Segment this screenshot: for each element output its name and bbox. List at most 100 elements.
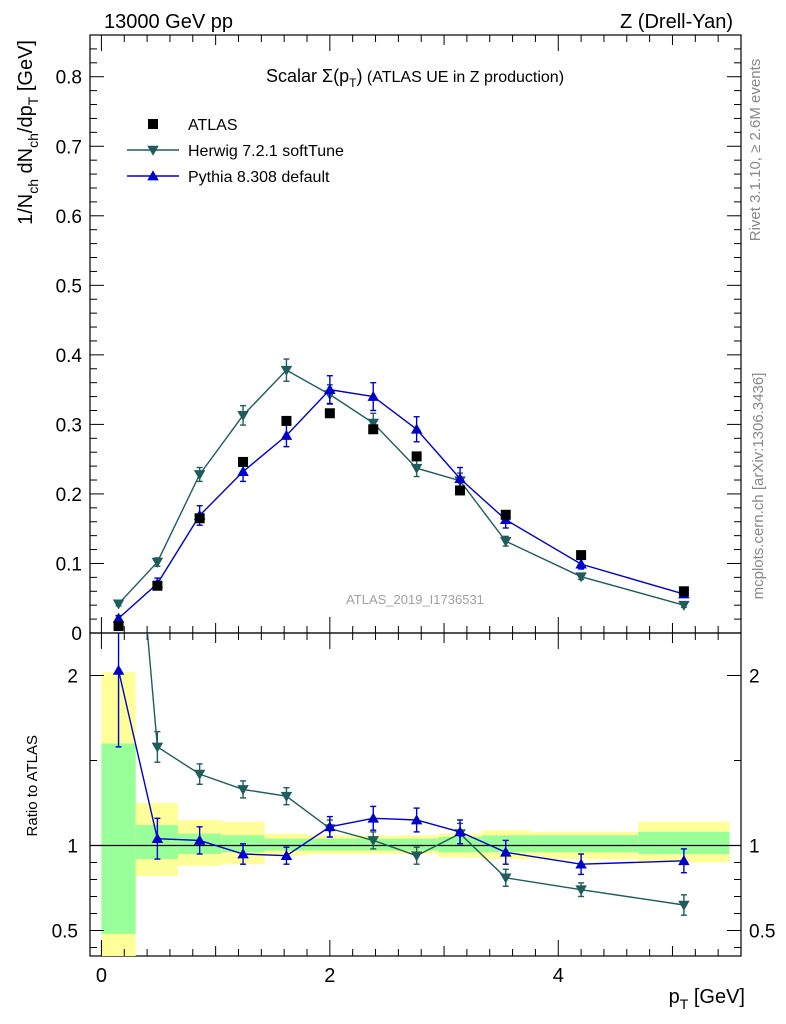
series-point-ratio bbox=[151, 832, 164, 844]
y-tick-label-main: 0.2 bbox=[56, 485, 82, 506]
plot-title: Scalar Σ(pT) (ATLAS UE in Z production) bbox=[266, 66, 564, 90]
ratio-band-inner bbox=[307, 838, 353, 851]
series-point-ratio bbox=[454, 826, 466, 837]
data-point-main bbox=[152, 580, 163, 591]
series-point-ratio bbox=[237, 848, 249, 859]
series-point-ratio bbox=[499, 873, 512, 884]
ratio-band-inner bbox=[438, 837, 482, 853]
series-point-main bbox=[280, 429, 293, 440]
ratio-series-clipped bbox=[112, 633, 690, 916]
series-point-main bbox=[112, 612, 125, 623]
data-point-main bbox=[238, 456, 249, 467]
series-point-main bbox=[410, 463, 423, 474]
series-point-ratio bbox=[575, 858, 587, 869]
data-point-main bbox=[368, 424, 379, 435]
series-point-ratio bbox=[237, 785, 249, 796]
series-line-main bbox=[118, 388, 685, 619]
main-series bbox=[112, 358, 690, 632]
data-point-main bbox=[281, 415, 292, 426]
series-point-ratio bbox=[193, 769, 206, 780]
series-point-main bbox=[499, 536, 512, 547]
header-left: 13000 GeV pp bbox=[104, 11, 233, 33]
series-line-ratio bbox=[117, 670, 684, 865]
y-tick-label-ratio: 2 bbox=[67, 667, 78, 688]
series-point-ratio bbox=[678, 855, 690, 866]
legend-label: Herwig 7.2.1 softTune bbox=[188, 143, 344, 160]
ratio-band-inner bbox=[101, 743, 136, 934]
ratio-band-inner bbox=[638, 831, 730, 854]
ratio-series bbox=[112, 633, 690, 916]
series-point-ratio bbox=[112, 664, 125, 675]
data-point-main bbox=[194, 513, 205, 524]
series-point-main bbox=[575, 572, 587, 583]
data-point-main bbox=[113, 621, 124, 632]
y-tick-label-ratio-right: 2 bbox=[749, 667, 760, 688]
mcplots-label: mcplots.cern.ch [arXiv:1306.3436] bbox=[750, 373, 767, 600]
ratio-band-inner bbox=[394, 838, 439, 851]
data-point-main bbox=[576, 550, 587, 561]
y-tick-label-ratio: 0.5 bbox=[52, 922, 78, 943]
y-tick-label-main: 0.7 bbox=[56, 137, 82, 158]
series-point-main bbox=[454, 472, 466, 483]
x-tick-label: 4 bbox=[553, 965, 564, 987]
y-tick-label-main: 0.1 bbox=[56, 554, 82, 575]
legend: ATLAS Herwig 7.2.1 softTune Pythia 8.308 d… bbox=[127, 117, 344, 186]
y-tick-label-ratio-right: 0.5 bbox=[749, 922, 775, 943]
y-axis-label-main: 1/Nch dNch/dpT [GeV] bbox=[15, 40, 41, 225]
y-tick-label-ratio-right: 1 bbox=[749, 837, 760, 858]
series-point-main bbox=[112, 599, 125, 610]
ratio-band-inner bbox=[529, 835, 639, 853]
legend-label: ATLAS bbox=[188, 117, 238, 134]
series-point-main bbox=[324, 383, 336, 394]
series-point-ratio bbox=[678, 900, 690, 911]
series-point-main bbox=[237, 465, 249, 476]
x-axis-label: pT [GeV] bbox=[669, 986, 745, 1012]
ratio-band-inner bbox=[264, 838, 307, 851]
series-point-ratio bbox=[280, 791, 293, 802]
y-tick-label-main: 0.4 bbox=[56, 346, 83, 367]
series-point-main bbox=[237, 411, 249, 422]
y-tick-label-main: 0.5 bbox=[56, 276, 82, 297]
y-tick-label-main: 0.8 bbox=[56, 68, 82, 89]
legend-label: Pythia 8.308 default bbox=[188, 169, 330, 186]
x-tick-label: 0 bbox=[96, 965, 107, 987]
series-point-main bbox=[367, 418, 379, 429]
y-tick-label-ratio: 1 bbox=[67, 837, 78, 858]
x-tick-label: 2 bbox=[324, 965, 335, 987]
series-line-ratio bbox=[146, 633, 684, 906]
series-point-ratio bbox=[410, 814, 423, 825]
analysis-watermark: ATLAS_2019_I1736531 bbox=[346, 592, 484, 607]
legend-marker bbox=[147, 145, 159, 156]
series-point-ratio bbox=[280, 849, 293, 861]
series-point-ratio bbox=[367, 812, 379, 823]
data-point-main bbox=[324, 408, 335, 419]
series-point-ratio bbox=[324, 821, 336, 832]
data-point-main bbox=[411, 451, 422, 462]
series-point-main bbox=[678, 600, 690, 611]
y-tick-label-main: 0.3 bbox=[56, 415, 82, 436]
y-axis-label-ratio: Ratio to ATLAS bbox=[24, 735, 41, 836]
series-point-main bbox=[410, 423, 423, 434]
rivet-label: Rivet 3.1.10, ≥ 2.6M events bbox=[747, 59, 764, 242]
y-tick-label-main: 0 bbox=[71, 624, 82, 645]
ratio-panel-frame bbox=[89, 632, 742, 957]
series-point-ratio bbox=[367, 836, 379, 847]
header-right: Z (Drell-Yan) bbox=[620, 11, 733, 33]
y-tick-label-main: 0.6 bbox=[56, 207, 82, 228]
series-point-main bbox=[151, 557, 164, 568]
series-line-main bbox=[118, 369, 685, 606]
data-point-main bbox=[500, 509, 511, 520]
series-point-main bbox=[280, 365, 293, 376]
series-point-ratio bbox=[575, 885, 587, 896]
series-point-ratio bbox=[193, 834, 206, 845]
series-point-main bbox=[575, 558, 587, 569]
legend-marker bbox=[148, 119, 158, 129]
ratio-bands bbox=[90, 672, 741, 956]
axis-ticks: 0 0.1 0.2 0.3 0.4 0.5 0.6 0.7 0.8 0 2 4 0.5 0.5 1 1 2 2 bbox=[52, 34, 775, 987]
data-point-main bbox=[678, 586, 689, 597]
series-point-ratio bbox=[499, 846, 512, 857]
series-point-main bbox=[367, 390, 379, 401]
series-point-ratio bbox=[410, 851, 423, 862]
series-point-main bbox=[193, 470, 206, 481]
